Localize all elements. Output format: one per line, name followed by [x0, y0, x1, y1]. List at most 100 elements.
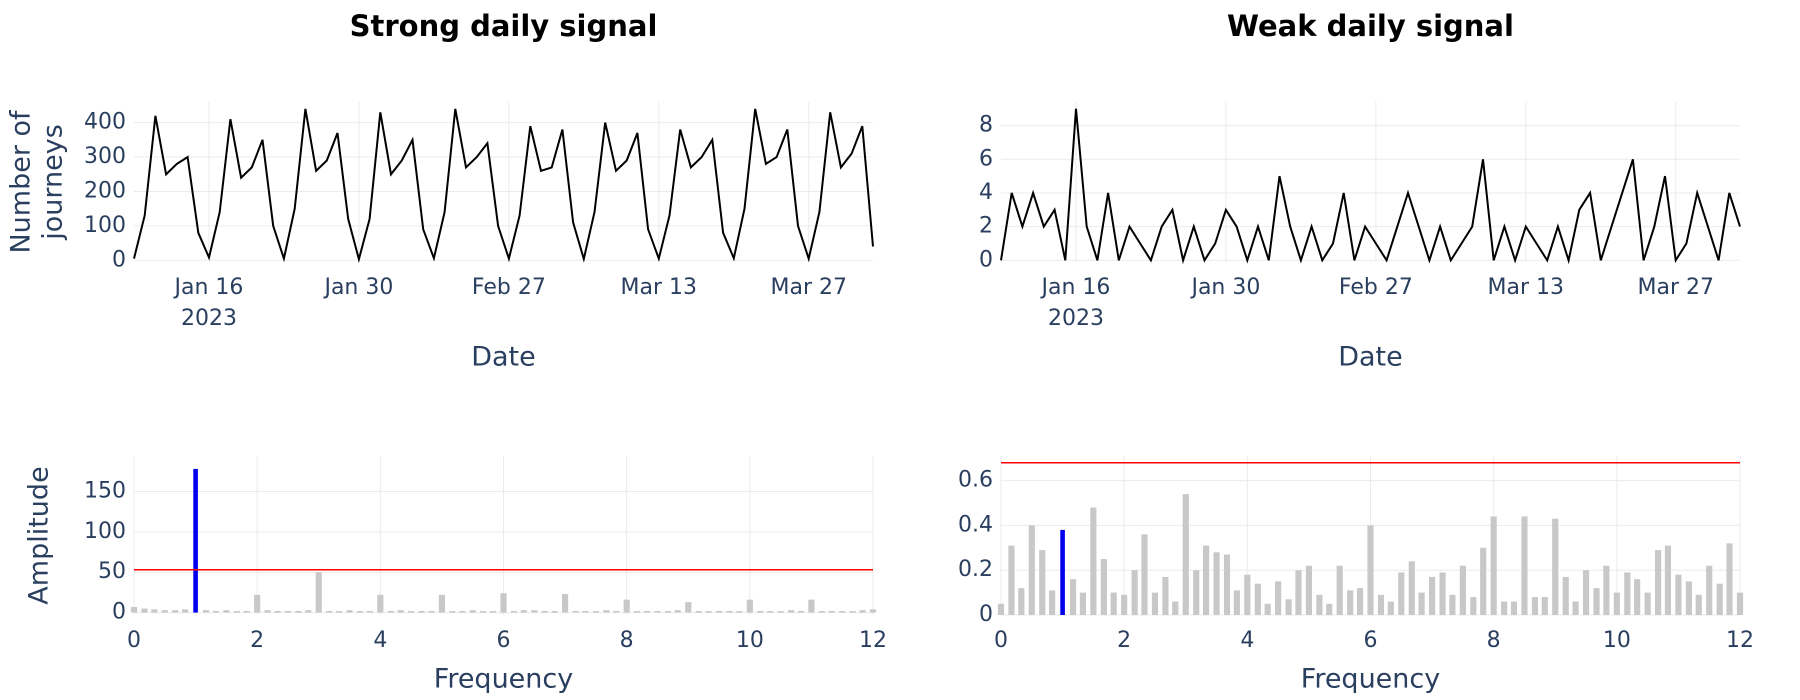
x-tick-label: Jan 16	[1040, 275, 1111, 300]
bar	[531, 610, 538, 613]
bar	[1151, 592, 1159, 615]
bar	[767, 610, 774, 613]
bar	[1367, 525, 1374, 615]
bar	[1254, 583, 1261, 615]
bar	[1603, 565, 1610, 615]
bar	[438, 594, 445, 613]
bar	[1470, 597, 1477, 615]
y-tick-label: 0	[112, 600, 126, 625]
x-tick-label: Jan 30	[1189, 275, 1260, 300]
bar	[869, 609, 877, 613]
bar	[1613, 592, 1620, 615]
bar	[1398, 572, 1405, 615]
bar	[295, 610, 302, 613]
bar	[408, 610, 415, 613]
bar	[254, 594, 261, 613]
bar	[1429, 576, 1436, 615]
bar	[335, 610, 343, 613]
y-axis-title: journeys	[38, 124, 69, 241]
y-tick-label: 0.6	[958, 468, 993, 493]
x-axis-title: Frequency	[434, 664, 574, 695]
bar	[1202, 545, 1210, 615]
x-tick-label: 4	[1240, 628, 1254, 653]
bar	[182, 609, 189, 613]
y-tick-label: 0	[979, 602, 993, 627]
bar	[377, 594, 384, 613]
bar	[685, 602, 692, 613]
bar	[356, 610, 364, 613]
bar	[1480, 547, 1487, 615]
bar	[243, 610, 250, 613]
y-tick-label: 6	[979, 146, 993, 171]
bar	[613, 610, 620, 613]
bar	[1664, 545, 1672, 615]
bar	[1418, 592, 1425, 615]
bar	[1726, 543, 1733, 615]
bar	[1644, 592, 1651, 615]
bar	[757, 610, 764, 613]
x-tick-label: 4	[373, 628, 387, 653]
line	[1000, 108, 1741, 265]
bar	[1562, 576, 1569, 615]
bar	[366, 610, 373, 613]
bar	[1295, 570, 1302, 615]
bar	[489, 610, 497, 613]
bar	[1008, 545, 1015, 615]
bar	[428, 610, 435, 613]
y-tick-label: 400	[84, 110, 126, 135]
bar	[1408, 561, 1415, 615]
bar	[520, 610, 527, 613]
bar	[1079, 592, 1086, 615]
bar	[387, 610, 394, 613]
bar	[1531, 597, 1539, 615]
bar	[1675, 574, 1682, 615]
bar	[480, 610, 487, 613]
bar	[1090, 507, 1097, 615]
bar	[1100, 559, 1107, 615]
bar	[664, 610, 672, 613]
bar	[1387, 601, 1394, 615]
bar	[828, 610, 835, 613]
bar	[1655, 550, 1662, 615]
bar	[654, 610, 661, 613]
bar	[1449, 594, 1456, 615]
bar	[1716, 583, 1723, 615]
x-axis-title: Date	[471, 342, 536, 373]
bar	[1162, 576, 1169, 615]
bar	[1377, 594, 1385, 615]
y-tick-label: 0.2	[958, 557, 993, 582]
bar	[736, 610, 743, 613]
x-tick-label: Mar 27	[1637, 275, 1714, 300]
bar	[541, 610, 548, 613]
x-tick-label: Feb 27	[472, 275, 546, 300]
x-tick-label: Mar 13	[621, 275, 698, 300]
bar	[326, 610, 333, 613]
bar	[818, 610, 825, 613]
bar	[808, 599, 815, 613]
x-tick-label: Mar 27	[770, 275, 847, 300]
bar	[1736, 592, 1744, 615]
bar	[777, 610, 784, 613]
bar	[603, 610, 610, 613]
bar	[459, 610, 466, 613]
y-axis-title: Number of	[6, 109, 37, 254]
bar	[1223, 554, 1231, 615]
bar	[1624, 572, 1631, 615]
x-tick-label: 2	[250, 628, 264, 653]
bar	[705, 610, 712, 613]
y-tick-label: 0.4	[958, 512, 993, 537]
bar	[274, 610, 281, 613]
bar	[572, 610, 579, 613]
bar	[695, 610, 702, 613]
bar	[1264, 603, 1271, 615]
bar	[1336, 565, 1343, 615]
bar	[849, 610, 856, 613]
bar	[1213, 552, 1220, 615]
bar	[346, 610, 353, 613]
bar	[151, 609, 158, 613]
bar	[1634, 579, 1641, 615]
x-tick-label: 12	[859, 628, 887, 653]
bar	[500, 593, 507, 613]
